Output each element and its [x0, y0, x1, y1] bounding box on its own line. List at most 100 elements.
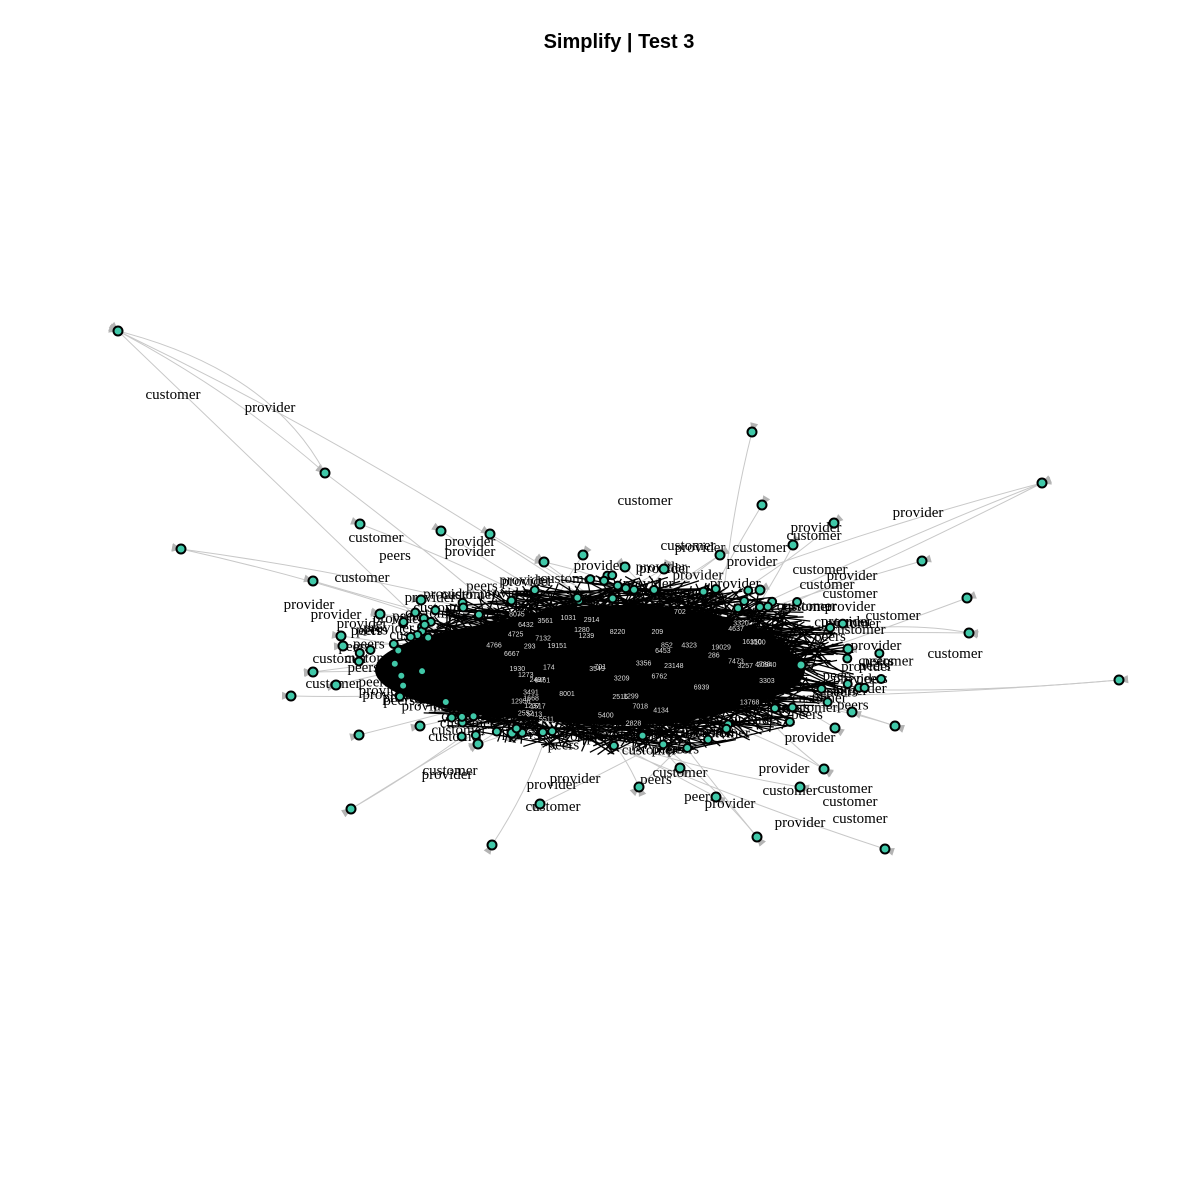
graph-node	[394, 691, 405, 702]
core-edge	[803, 635, 814, 656]
graph-node	[319, 467, 331, 479]
graph-node	[825, 622, 836, 633]
graph-node	[414, 720, 426, 732]
edge-label: customer	[858, 653, 913, 669]
edge-label: customer	[781, 599, 836, 615]
graph-node	[637, 730, 648, 741]
edge-label: peers	[791, 707, 823, 723]
core-node-label: 4725	[508, 632, 524, 639]
graph-node	[491, 726, 502, 737]
graph-node	[472, 738, 484, 750]
core-node-label: 1280	[574, 627, 590, 634]
core-edge	[411, 601, 576, 657]
core-edge	[571, 632, 634, 687]
graph-node	[484, 528, 496, 540]
graph-node	[572, 592, 583, 603]
core-node-label: 6461	[535, 678, 551, 685]
graph-node	[829, 722, 841, 734]
core-edge	[579, 712, 615, 755]
edge-label: customer	[313, 651, 368, 667]
edge-label: provider	[851, 638, 902, 654]
core-edge	[506, 725, 637, 730]
core-node-label: 3320	[733, 621, 749, 628]
graph-node	[506, 595, 517, 606]
core-node-label: 2914	[584, 617, 600, 624]
core-edge	[688, 689, 787, 737]
edge-label: provider	[373, 611, 424, 627]
core-node-label: 7132	[535, 636, 551, 643]
graph-node	[816, 683, 827, 694]
edge-label: customer	[823, 794, 878, 810]
edge-label: customer	[833, 811, 888, 827]
core-node-label: 2497	[530, 677, 546, 684]
edge-label: peers	[837, 698, 869, 714]
core-node-label: 7018	[632, 704, 648, 711]
core-edge	[547, 681, 771, 700]
graph-node	[792, 597, 803, 608]
core-edge	[591, 580, 700, 617]
core-edge	[712, 613, 779, 705]
graph-node	[374, 608, 386, 620]
graph-node	[468, 711, 479, 722]
core-node-label: 4788	[755, 661, 771, 668]
graph-node	[889, 720, 901, 732]
core-node-label: 6667	[504, 651, 520, 658]
edge-label: peers	[359, 675, 391, 691]
edge-label: provider	[775, 815, 826, 831]
graph-node	[762, 601, 773, 612]
graph-node	[389, 658, 400, 669]
core-edge	[406, 689, 589, 692]
core-edge	[515, 624, 692, 747]
graph-node	[415, 594, 427, 606]
core-node-label: 2552	[518, 711, 534, 718]
graph-node	[470, 730, 481, 741]
graph-node	[365, 644, 376, 655]
core-edge	[591, 606, 773, 735]
graph-node	[405, 631, 416, 642]
core-edge	[479, 702, 740, 724]
edge-label: provider	[759, 761, 810, 777]
core-edge	[634, 636, 776, 749]
edge-label: provider	[499, 572, 550, 588]
core-node-label: 19151	[547, 643, 567, 650]
graph-node	[607, 593, 618, 604]
core-node-label: 3561	[537, 618, 553, 625]
graph-node	[537, 727, 548, 738]
edge-label: peers	[356, 622, 388, 638]
core-node-label: 5413	[527, 712, 543, 719]
graph-node	[354, 518, 366, 530]
core-edge	[650, 594, 833, 633]
core-node-label: 3356	[636, 661, 652, 668]
core-edge	[659, 605, 788, 715]
core-edge	[475, 730, 574, 749]
graph-node	[612, 580, 623, 591]
core-edge	[719, 642, 779, 735]
core-node-label: 8075	[509, 612, 525, 619]
core-edge	[587, 645, 624, 704]
core-edge	[612, 592, 828, 699]
core-node-label: 8220	[610, 629, 626, 636]
core-node-label: 702	[674, 609, 686, 616]
graph-node	[330, 679, 342, 691]
graph-node	[608, 740, 619, 751]
graph-node	[714, 549, 726, 561]
graph-node	[486, 839, 498, 851]
edge-label: customer	[413, 600, 468, 616]
edge-label: provider	[311, 607, 362, 623]
core-edge	[812, 648, 830, 669]
edge-label: peers	[379, 548, 411, 564]
graph-node	[285, 690, 297, 702]
graph-node	[784, 716, 795, 727]
core-node-label: 1273	[518, 672, 534, 679]
core-edge	[449, 642, 614, 755]
core-edge	[436, 629, 713, 643]
core-edge	[450, 631, 489, 715]
edge-label: customer	[793, 562, 848, 578]
edge	[117, 330, 326, 474]
graph-node	[794, 781, 806, 793]
core-node-label: 3491	[523, 689, 539, 696]
graph-node	[795, 659, 807, 671]
core-edge	[651, 625, 696, 689]
graph-node	[710, 583, 721, 594]
edge-label: peers	[351, 623, 383, 639]
